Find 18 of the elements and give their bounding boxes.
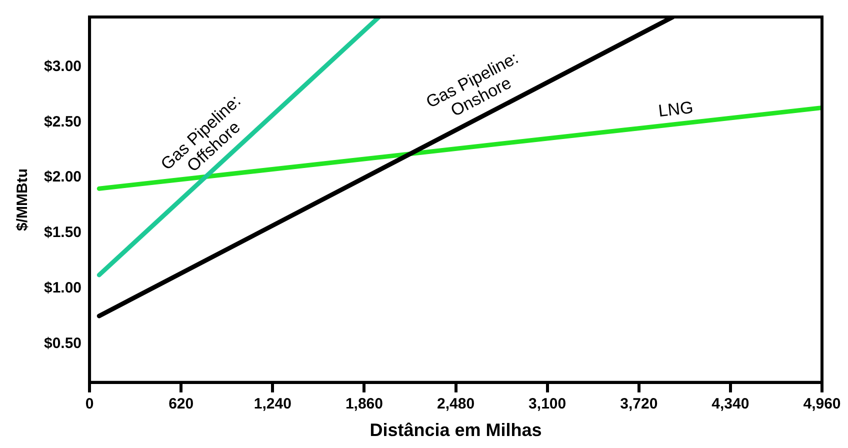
y-tick-label: $1.00: [44, 279, 82, 296]
x-tick-label: 0: [85, 396, 94, 413]
y-tick-label: $1.50: [44, 224, 82, 242]
y-tick-label: $0.50: [44, 334, 82, 352]
x-tick-label: 4,340: [712, 396, 750, 413]
x-tick-label: 3,720: [620, 396, 658, 413]
y-tick-label: $3.00: [44, 58, 82, 75]
x-tick-label: 4,960: [803, 396, 841, 413]
x-tick-label: 2,480: [436, 396, 475, 413]
x-axis-title: Distância em Milhas: [370, 420, 542, 440]
x-tick-label: 1,240: [254, 396, 292, 413]
x-tick-label: 620: [168, 396, 194, 413]
y-axis-title: $/MMBtu: [14, 168, 32, 231]
y-tick-label: $2.50: [44, 113, 82, 130]
y-tick-label: $2.00: [44, 168, 82, 186]
x-tick-label: 1,860: [345, 396, 383, 413]
text: LNG: [657, 98, 694, 121]
x-tick-label: 3,100: [528, 396, 566, 413]
